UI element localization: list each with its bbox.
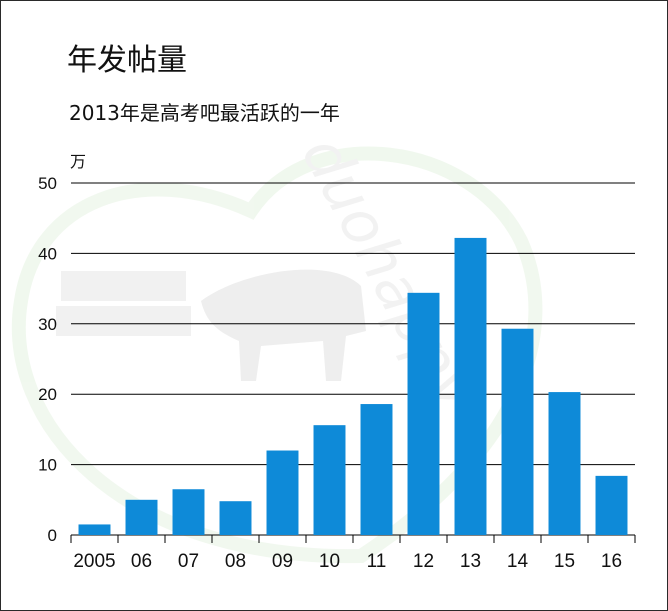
y-tick-label: 20 [38, 385, 57, 404]
x-tick-label: 13 [460, 551, 481, 572]
chart-title: 年发帖量 [67, 43, 187, 78]
y-tick-label: 10 [38, 456, 57, 475]
bar-06 [125, 499, 158, 535]
y-axis-unit: 万 [70, 152, 86, 171]
y-axis-ticks: 0 10 20 30 40 50 [38, 174, 57, 545]
y-tick-label: 50 [38, 174, 57, 193]
bar-12 [407, 292, 440, 535]
bar-11 [360, 404, 393, 535]
x-tick-label: 06 [131, 551, 152, 572]
bar-15 [548, 392, 581, 535]
x-tick-label: 10 [319, 551, 340, 572]
x-tick-label: 07 [178, 551, 199, 572]
bar-13 [454, 237, 487, 536]
x-tick-label: 11 [367, 551, 387, 572]
y-tick-label: 0 [48, 526, 57, 545]
x-tick-label: 14 [507, 551, 529, 572]
bar-08 [219, 501, 252, 535]
bar-2005 [78, 524, 111, 535]
x-tick-label: 09 [272, 551, 293, 572]
x-tick-label: 16 [601, 551, 622, 572]
chart-subtitle: 2013年是高考吧最活跃的一年 [69, 101, 340, 125]
x-tick-label: 08 [225, 551, 246, 572]
bar-16 [595, 475, 628, 535]
bar-14 [501, 328, 534, 535]
bars-group [78, 237, 628, 536]
x-axis-ticks: 2005 06 07 08 09 10 11 12 13 14 15 16 [70, 535, 636, 572]
bar-09 [266, 450, 299, 535]
grid-lines [71, 182, 635, 536]
y-tick-label: 30 [38, 315, 57, 334]
x-tick-label: 12 [413, 551, 434, 572]
y-tick-label: 40 [38, 244, 57, 263]
bar-10 [313, 425, 346, 535]
x-tick-label: 15 [554, 551, 575, 572]
x-tick-label: 2005 [73, 551, 115, 572]
bar-07 [172, 489, 205, 535]
